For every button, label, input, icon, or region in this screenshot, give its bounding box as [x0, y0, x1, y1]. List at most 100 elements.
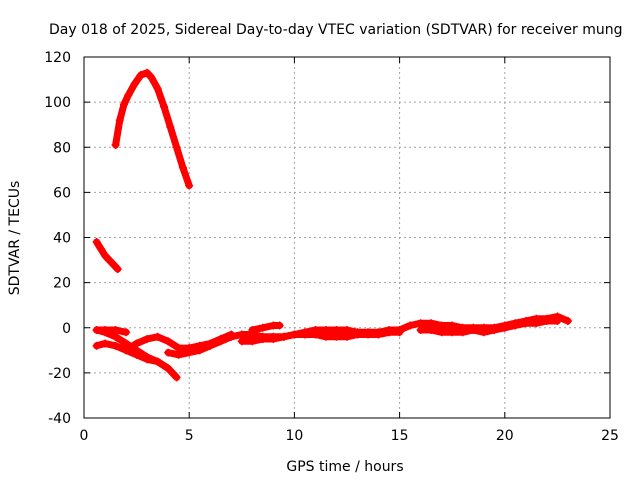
data-point: [172, 143, 181, 152]
data-point: [542, 316, 551, 325]
data-point: [147, 73, 156, 82]
data-point: [521, 319, 530, 328]
data-point: [124, 91, 133, 100]
series-trace: [112, 69, 193, 190]
data-point: [311, 330, 320, 339]
data-point: [532, 319, 541, 328]
y-tick-label: 80: [53, 140, 71, 156]
data-point: [479, 328, 488, 337]
data-point: [159, 102, 168, 111]
data-point: [237, 330, 246, 339]
x-axis-label: GPS time / hours: [286, 459, 403, 475]
data-point: [143, 355, 152, 364]
series-arc-short: [248, 321, 284, 335]
data-point: [96, 244, 105, 253]
data-point: [206, 341, 215, 350]
y-tick-label: 60: [53, 185, 71, 201]
data-point: [195, 346, 204, 355]
x-tick-label: 25: [601, 428, 619, 444]
data-series: [92, 68, 572, 382]
x-tick-label: 15: [391, 428, 409, 444]
data-point: [258, 323, 267, 332]
data-point: [437, 328, 446, 337]
data-point: [174, 344, 183, 353]
data-point: [185, 348, 194, 357]
data-point: [111, 341, 120, 350]
data-point: [185, 181, 194, 190]
data-point: [248, 337, 257, 346]
data-point: [166, 122, 175, 131]
data-point: [279, 332, 288, 341]
data-point: [143, 68, 152, 77]
y-tick-label: 20: [53, 276, 71, 292]
data-point: [111, 140, 120, 149]
data-point: [101, 251, 110, 260]
data-point: [395, 326, 404, 335]
data-point: [385, 328, 394, 337]
y-tick-label: -40: [48, 411, 71, 427]
data-point: [469, 326, 478, 335]
data-point: [122, 328, 131, 337]
data-point: [406, 321, 415, 330]
data-point: [237, 337, 246, 346]
data-point: [164, 348, 173, 357]
data-point: [416, 326, 425, 335]
data-point: [111, 332, 120, 341]
data-point: [353, 330, 362, 339]
data-point: [500, 323, 509, 332]
data-point: [92, 341, 101, 350]
data-point: [248, 326, 257, 335]
data-point: [427, 319, 436, 328]
y-tick-label: -20: [48, 366, 71, 382]
data-point: [553, 316, 562, 325]
data-point: [490, 326, 499, 335]
x-tick-label: 10: [285, 428, 303, 444]
data-point: [343, 332, 351, 341]
data-point: [343, 326, 351, 335]
data-point: [164, 337, 173, 346]
series-arc-mid: [237, 328, 404, 346]
y-tick-label: 120: [44, 50, 71, 66]
data-point: [364, 330, 373, 339]
data-point: [119, 100, 128, 109]
data-point: [321, 332, 330, 341]
data-point: [511, 321, 520, 330]
data-point: [122, 346, 131, 355]
data-point: [275, 321, 284, 330]
data-point: [332, 326, 341, 335]
data-point: [105, 256, 114, 265]
series-trace: [238, 328, 404, 345]
data-point: [448, 328, 457, 337]
data-point: [332, 332, 341, 341]
data-point: [115, 116, 124, 125]
data-point: [136, 71, 145, 80]
series-arc-decline: [92, 238, 122, 274]
data-point: [258, 335, 267, 344]
data-point: [174, 350, 183, 359]
data-point: [130, 80, 139, 89]
data-point: [290, 330, 299, 339]
x-tick-label: 20: [496, 428, 514, 444]
data-point: [448, 321, 457, 330]
data-point: [92, 326, 101, 335]
data-point: [427, 326, 436, 335]
data-point: [109, 260, 118, 269]
data-point: [132, 339, 141, 348]
series-arc-low-3: [92, 326, 131, 337]
data-point: [300, 330, 309, 339]
data-point: [111, 326, 120, 335]
data-point: [153, 84, 162, 93]
data-point: [101, 339, 110, 348]
data-point: [216, 337, 225, 346]
data-point: [563, 316, 572, 325]
data-point: [374, 330, 383, 339]
data-point: [321, 326, 330, 335]
data-point: [113, 265, 122, 274]
data-point: [92, 238, 101, 247]
data-point: [416, 319, 425, 328]
series-arc-peak: [111, 68, 194, 190]
axis-ticks: 0 5 10 15 20 25 -40 -20 0 20 40 60 80 100 120: [44, 50, 619, 444]
y-axis-label: SDTVAR / TECUs: [7, 181, 23, 296]
chart-title: Day 018 of 2025, Sidereal Day-to-day VTE…: [49, 22, 623, 38]
data-point: [458, 328, 467, 337]
